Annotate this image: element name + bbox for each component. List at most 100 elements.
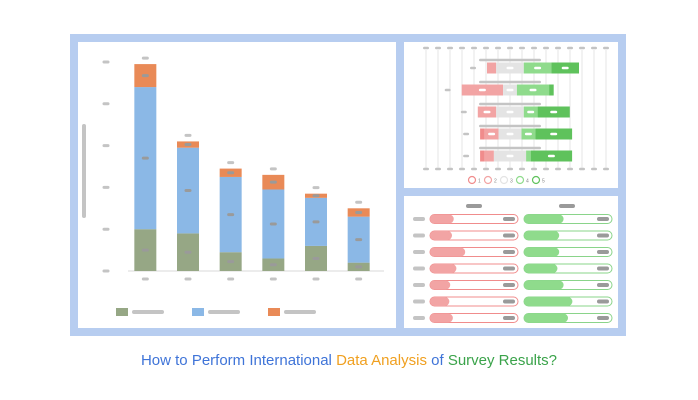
row-label <box>413 299 425 304</box>
bar-value-label <box>227 260 235 264</box>
x-tick-label <box>227 277 235 281</box>
progress-fill <box>430 264 457 273</box>
bar-value-label <box>184 143 192 147</box>
segment-value-label <box>506 132 514 136</box>
progress-fill <box>430 280 451 290</box>
bar-value-label <box>312 194 320 198</box>
bar-total-label <box>141 56 149 60</box>
headline-part-3: of <box>426 352 448 369</box>
progress-fill <box>430 214 454 224</box>
x-tick-label <box>567 167 573 171</box>
headline: How to Perform International Data Analys… <box>0 352 698 369</box>
progress-fill <box>524 247 560 257</box>
legend-label: 1 <box>478 179 481 185</box>
y-tick-label <box>102 102 110 106</box>
x-tick-label <box>555 167 561 171</box>
segment-value-label <box>506 110 514 114</box>
row-heading-label <box>479 102 541 106</box>
x-tick-label <box>519 46 525 50</box>
x-tick-label <box>591 46 597 50</box>
row-heading-label <box>479 124 541 128</box>
diverging-segment <box>480 128 485 140</box>
x-tick-label <box>543 167 549 171</box>
row-label <box>463 132 470 136</box>
stacked-bar-chart <box>82 56 384 316</box>
segment-value-label <box>561 66 569 70</box>
segment-value-label <box>527 110 535 114</box>
x-tick-label <box>495 167 501 171</box>
bar-value-label <box>184 250 192 254</box>
bar-value-label <box>184 189 192 193</box>
bar-value-label <box>355 210 363 214</box>
progress-fill <box>524 313 568 323</box>
x-tick-label <box>141 277 149 281</box>
progress-value-label <box>597 299 609 304</box>
bar-total-label <box>312 186 320 190</box>
segment-value-label <box>529 88 537 92</box>
legend-label <box>132 310 164 314</box>
x-tick-label <box>447 167 453 171</box>
row-heading-label <box>479 146 541 150</box>
progress-value-label <box>503 250 515 254</box>
diverging-bar-chart: 1 2 3 4 5 <box>423 46 609 185</box>
row-heading-label <box>479 80 541 84</box>
progress-value-label <box>597 250 609 254</box>
x-tick-label <box>355 277 363 281</box>
bar-value-label <box>269 263 277 267</box>
legend-icon <box>483 175 493 185</box>
x-tick-label <box>567 46 573 50</box>
x-tick-label <box>312 277 320 281</box>
y-tick-label <box>102 60 110 64</box>
diverging-segment <box>549 84 554 96</box>
row-label <box>444 88 451 92</box>
bar-total-label <box>184 133 192 137</box>
progress-value-label <box>597 233 609 238</box>
x-tick-label <box>483 167 489 171</box>
bar-value-label <box>141 156 149 160</box>
legend-label: 4 <box>526 179 529 185</box>
progress-value-label <box>503 266 515 271</box>
x-tick-label <box>507 167 513 171</box>
x-tick-label <box>543 46 549 50</box>
progress-value-label <box>503 217 515 221</box>
x-tick-label <box>603 167 609 171</box>
bar-value-label <box>269 180 277 184</box>
x-tick-label <box>591 167 597 171</box>
progress-value-label <box>503 233 515 238</box>
y-tick-label <box>102 269 110 273</box>
segment-value-label <box>524 132 532 136</box>
row-label <box>413 217 425 221</box>
headline-part-1: How to Perform International <box>140 352 337 369</box>
legend-swatch <box>116 308 128 316</box>
bar-value-label <box>355 265 363 269</box>
row-label <box>413 316 425 320</box>
x-tick-label <box>459 167 465 171</box>
progress-fill <box>430 231 452 240</box>
bar-value-label <box>312 256 320 260</box>
progress-fill <box>524 264 558 273</box>
row-label <box>413 266 425 271</box>
x-tick-label <box>471 46 477 50</box>
bar-value-label <box>227 213 235 217</box>
bar-value-label <box>269 222 277 226</box>
segment-value-label <box>534 66 542 70</box>
diverging-bar-chart-panel: 1 2 3 4 5 <box>404 42 618 188</box>
segment-value-label <box>550 110 558 114</box>
progress-value-label <box>503 316 515 320</box>
legend-label: 2 <box>494 179 497 185</box>
progress-fill <box>524 214 564 224</box>
legend-icon <box>499 175 509 185</box>
progress-value-label <box>503 299 515 304</box>
legend-label <box>284 310 316 314</box>
y-tick-label <box>102 227 110 231</box>
diverging-segment <box>526 150 531 162</box>
segment-value-label <box>483 110 491 114</box>
progress-fill <box>524 297 573 306</box>
bar-value-label <box>312 220 320 224</box>
legend-swatch <box>268 308 280 316</box>
row-label <box>470 66 476 70</box>
legend-icon <box>467 175 477 185</box>
diverging-segment <box>480 150 485 162</box>
progress-fill <box>524 280 564 290</box>
bar-total-label <box>227 161 235 165</box>
